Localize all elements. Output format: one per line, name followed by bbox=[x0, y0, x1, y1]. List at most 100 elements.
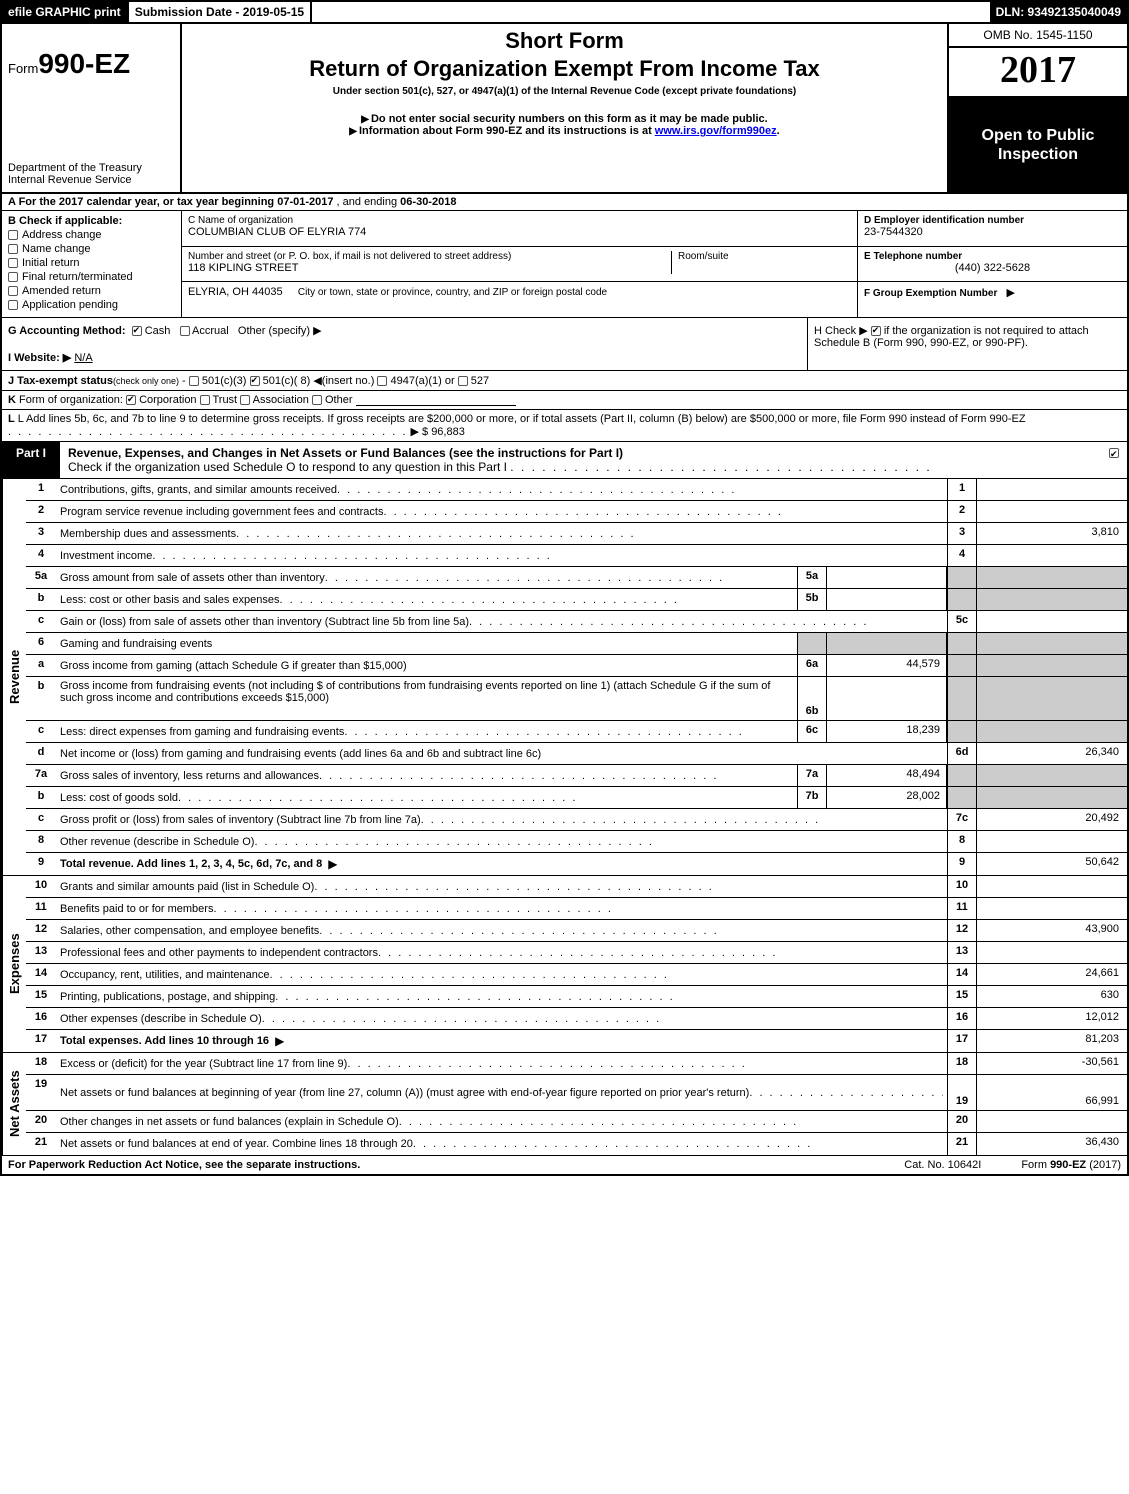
a-pre: A For the 2017 calendar year, or tax yea… bbox=[8, 196, 277, 208]
table-row: 6Gaming and fundraising events bbox=[26, 633, 1127, 655]
omb-number: OMB No. 1545-1150 bbox=[949, 24, 1127, 48]
dots-icon bbox=[749, 1087, 943, 1099]
table-row: 2Program service revenue including gover… bbox=[26, 501, 1127, 523]
grey-cell bbox=[827, 633, 947, 654]
checkbox-icon[interactable] bbox=[377, 376, 387, 386]
dots-icon bbox=[314, 881, 943, 893]
checkbox-icon[interactable] bbox=[1109, 448, 1119, 458]
table-row: bLess: cost or other basis and sales exp… bbox=[26, 589, 1127, 611]
checkbox-icon[interactable] bbox=[871, 326, 881, 336]
checkbox-icon[interactable] bbox=[126, 395, 136, 405]
checkbox-icon[interactable] bbox=[8, 244, 18, 254]
k-other-line bbox=[356, 394, 516, 406]
c-name-value: COLUMBIAN CLUB OF ELYRIA 774 bbox=[188, 226, 851, 238]
section-b: B Check if applicable: Address change Na… bbox=[2, 211, 182, 317]
checkbox-icon[interactable] bbox=[180, 326, 190, 336]
grey-cell bbox=[977, 655, 1127, 676]
row-desc: Total revenue. Add lines 1, 2, 3, 4, 5c,… bbox=[60, 858, 322, 870]
row-desc-1: Gross income from fundraising events (no… bbox=[60, 680, 323, 692]
table-row: cGross profit or (loss) from sales of in… bbox=[26, 809, 1127, 831]
dots-icon bbox=[469, 616, 943, 628]
row-desc: Benefits paid to or for members bbox=[60, 903, 213, 915]
grey-cell bbox=[947, 721, 977, 742]
f-arrow-icon: ▶ bbox=[1007, 287, 1015, 299]
page-footer: For Paperwork Reduction Act Notice, see … bbox=[0, 1156, 1129, 1176]
part-i-label: Part I bbox=[2, 442, 60, 478]
checkbox-icon[interactable] bbox=[8, 258, 18, 268]
dots-icon bbox=[213, 903, 943, 915]
net-assets-table: Net Assets 18Excess or (deficit) for the… bbox=[0, 1053, 1129, 1156]
table-row: 14Occupancy, rent, utilities, and mainte… bbox=[26, 964, 1127, 986]
checkbox-icon[interactable] bbox=[312, 395, 322, 405]
a-begin: 07-01-2017 bbox=[277, 196, 333, 208]
row-desc: Investment income bbox=[60, 550, 152, 562]
part-i-desc: Revenue, Expenses, and Changes in Net As… bbox=[60, 442, 1127, 478]
dots-icon bbox=[152, 550, 943, 562]
row-desc: Less: direct expenses from gaming and fu… bbox=[60, 726, 344, 738]
checkbox-icon[interactable] bbox=[250, 376, 260, 386]
grey-cell bbox=[947, 633, 977, 654]
c-city-label: City or town, state or province, country… bbox=[298, 287, 607, 298]
checkbox-icon[interactable] bbox=[8, 272, 18, 282]
checkbox-icon[interactable] bbox=[189, 376, 199, 386]
b-item-2: Initial return bbox=[22, 257, 79, 269]
grey-cell bbox=[977, 787, 1127, 808]
row-desc: Gain or (loss) from sale of assets other… bbox=[60, 616, 469, 628]
tax-year: 2017 bbox=[949, 48, 1127, 98]
gh-row: G Accounting Method: Cash Accrual Other … bbox=[0, 318, 1129, 371]
b-item-5: Application pending bbox=[22, 299, 118, 311]
row-desc: Excess or (deficit) for the year (Subtra… bbox=[60, 1058, 347, 1070]
checkbox-icon[interactable] bbox=[200, 395, 210, 405]
h-text: H Check ▶ bbox=[814, 325, 871, 337]
table-row: 20Other changes in net assets or fund ba… bbox=[26, 1111, 1127, 1133]
row-desc: Net assets or fund balances at end of ye… bbox=[60, 1138, 413, 1150]
arrow-icon bbox=[361, 113, 371, 125]
grey-cell bbox=[977, 677, 1127, 720]
table-row: cLess: direct expenses from gaming and f… bbox=[26, 721, 1127, 743]
table-row: 11Benefits paid to or for members11 bbox=[26, 898, 1127, 920]
b-item-4: Amended return bbox=[22, 285, 101, 297]
table-row: 10Grants and similar amounts paid (list … bbox=[26, 876, 1127, 898]
grey-cell bbox=[797, 633, 827, 654]
header-right: OMB No. 1545-1150 2017 Open to Public In… bbox=[947, 24, 1127, 192]
checkbox-icon[interactable] bbox=[8, 286, 18, 296]
grey-cell bbox=[977, 589, 1127, 610]
table-row: 15Printing, publications, postage, and s… bbox=[26, 986, 1127, 1008]
grey-cell bbox=[977, 765, 1127, 786]
dots-icon bbox=[275, 991, 943, 1003]
dots-icon bbox=[510, 460, 931, 474]
form-prefix: Form bbox=[8, 61, 38, 76]
grey-cell bbox=[947, 787, 977, 808]
checkbox-icon[interactable] bbox=[8, 230, 18, 240]
grey-cell bbox=[947, 765, 977, 786]
c-city-value: ELYRIA, OH 44035 bbox=[188, 286, 283, 298]
table-row: 13Professional fees and other payments t… bbox=[26, 942, 1127, 964]
form-number: Form990-EZ bbox=[8, 48, 174, 80]
checkbox-icon[interactable] bbox=[458, 376, 468, 386]
checkbox-icon[interactable] bbox=[8, 300, 18, 310]
b-item-3: Final return/terminated bbox=[22, 271, 133, 283]
row-desc: Other changes in net assets or fund bala… bbox=[60, 1116, 399, 1128]
dots-icon bbox=[254, 836, 943, 848]
dots-icon bbox=[262, 1013, 943, 1025]
dots-icon bbox=[383, 506, 943, 518]
g-cash: Cash bbox=[145, 325, 171, 337]
section-g: G Accounting Method: Cash Accrual Other … bbox=[2, 318, 807, 370]
checkbox-icon[interactable] bbox=[240, 395, 250, 405]
form-header: Form990-EZ Department of the Treasury In… bbox=[0, 24, 1129, 194]
footer-cat: Cat. No. 10642I bbox=[904, 1159, 981, 1171]
dots-icon bbox=[325, 572, 793, 584]
row-desc: Total expenses. Add lines 10 through 16 bbox=[60, 1035, 269, 1047]
grey-cell bbox=[947, 677, 977, 720]
row-desc: Gross income from gaming (attach Schedul… bbox=[60, 660, 407, 672]
checkbox-icon[interactable] bbox=[132, 326, 142, 336]
row-desc: Gross profit or (loss) from sales of inv… bbox=[60, 814, 421, 826]
arrow-icon bbox=[349, 125, 359, 137]
c-room-label: Room/suite bbox=[678, 251, 851, 262]
header-arrows: Do not enter social security numbers on … bbox=[190, 113, 939, 137]
dots-icon bbox=[378, 947, 943, 959]
dots-icon bbox=[236, 528, 943, 540]
table-row: 9Total revenue. Add lines 1, 2, 3, 4, 5c… bbox=[26, 853, 1127, 875]
info-link[interactable]: www.irs.gov/form990ez bbox=[655, 125, 777, 137]
table-row: cGain or (loss) from sale of assets othe… bbox=[26, 611, 1127, 633]
